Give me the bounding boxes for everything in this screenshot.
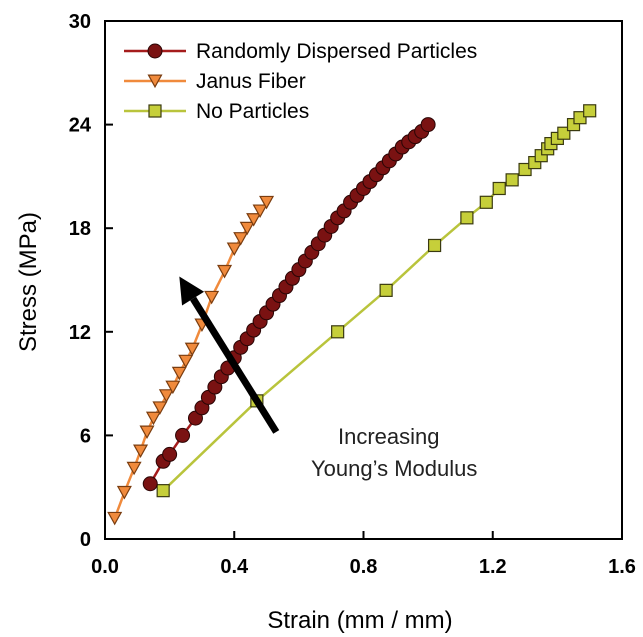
y-tick-label: 30 [69,11,91,33]
y-tick-label: 12 [69,322,91,344]
data-point [139,425,155,440]
legend-marker [148,104,162,118]
data-point [239,221,255,236]
arrow-shaft [190,296,280,434]
data-point [145,411,161,426]
data-point [379,283,393,297]
arrow-head [179,276,205,306]
data-point [158,389,174,403]
annotation-line-1: Increasing [338,424,440,449]
x-tick-label: 0.0 [91,556,119,578]
data-point [331,325,345,339]
data-point [460,211,474,225]
data-point [142,476,158,492]
data-point [204,290,220,305]
x-axis-title: Strain (mm / mm) [267,607,452,634]
legend-label: Randomly Dispersed Particles [196,40,477,63]
legend-marker [147,74,163,89]
legend-label: Janus Fiber [196,70,306,93]
data-point [492,181,506,196]
y-tick-label: 24 [69,115,92,137]
data-point [573,111,587,125]
data-point [226,242,242,257]
annotation-line-2: Young’s Modulus [311,456,477,481]
data-point [156,484,170,498]
data-point [126,461,142,476]
x-tick-label: 1.2 [479,556,507,578]
data-point [420,117,436,133]
legend: Randomly Dispersed Particles Janus Fiber N… [124,40,477,123]
series-layer [107,104,597,526]
data-point [178,354,194,369]
data-point [259,195,275,210]
data-point [107,511,123,526]
data-point [162,446,178,462]
x-tick-label: 0.4 [220,556,249,578]
axes: 0.0 0.4 0.8 1.2 1.6 0 6 12 18 24 30 [69,11,636,578]
data-point [518,162,532,177]
data-point [165,380,181,395]
series-0 [142,117,436,492]
data-point [171,366,187,381]
series-1 [107,195,275,526]
y-tick-label: 18 [69,218,91,240]
x-tick-label: 1.6 [608,556,636,578]
data-point [133,444,149,459]
data-point [184,342,200,357]
x-tick-label: 0.8 [350,556,378,578]
y-tick-label: 0 [80,529,91,551]
data-point [583,104,597,118]
data-point [217,264,233,279]
data-point [233,232,249,246]
data-point [557,126,571,140]
data-point [152,401,168,415]
data-point [246,213,262,227]
y-axis-title: Stress (MPa) [15,212,42,352]
series-line [113,201,268,519]
data-point [175,427,191,443]
data-point [116,485,132,500]
y-tick-label: 6 [80,425,91,447]
series-2 [156,104,597,498]
annotation: Increasing Young’s Modulus [179,276,477,481]
data-point [427,238,442,253]
legend-marker [147,43,163,59]
data-point [252,204,268,219]
data-point [505,173,519,187]
legend-label: No Particles [196,100,309,123]
data-point [479,195,493,209]
